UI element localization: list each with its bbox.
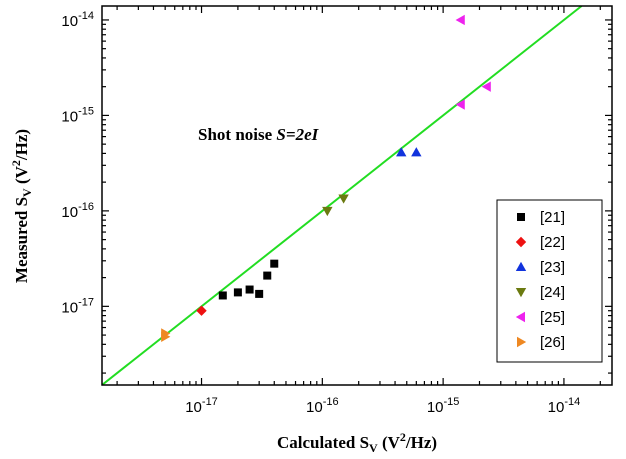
legend-label-6: [26]	[540, 334, 565, 351]
legend-marker-5	[515, 311, 525, 323]
legend-label-2: [22]	[540, 234, 565, 251]
data-point-series-3	[396, 147, 407, 157]
y-tick-label: 10-15	[61, 105, 94, 125]
x-axis-title: Calculated SV (V2/Hz)	[277, 430, 437, 455]
legend-marker-1	[517, 213, 525, 221]
data-point-series-1	[233, 288, 242, 297]
legend-label-4: [24]	[540, 284, 565, 301]
y-tick-label: 10-14	[61, 10, 94, 30]
plot-frame	[101, 5, 613, 386]
data-point-series-1	[218, 291, 227, 300]
data-point-series-3	[411, 147, 422, 157]
data-point-series-1	[263, 271, 272, 280]
legend-marker-2	[515, 236, 527, 248]
data-point-series-6	[161, 328, 171, 339]
data-point-series-1	[270, 259, 279, 268]
x-tick-label: 10-15	[427, 396, 460, 416]
y-tick-label: 10-17	[61, 296, 94, 316]
data-point-series-1	[255, 289, 264, 298]
legend-marker-6	[517, 336, 527, 348]
legend-label-1: [21]	[540, 209, 565, 226]
shot-noise-annotation: Shot noise S=2eI	[198, 125, 320, 144]
x-tick-label: 10-17	[185, 396, 218, 416]
shot-noise-formula: S=2eI	[276, 125, 319, 144]
legend-label-5: [25]	[540, 309, 565, 326]
data-point-series-4	[322, 206, 333, 217]
data-point-series-1	[245, 285, 254, 294]
data-point-series-5	[481, 81, 491, 92]
legend-box	[496, 199, 603, 363]
legend-marker-4	[515, 288, 527, 298]
data-point-series-2	[196, 305, 207, 316]
y-tick-label: 10-16	[61, 201, 94, 221]
legend-label-3: [23]	[540, 259, 565, 276]
x-tick-label: 10-16	[306, 396, 339, 416]
data-point-series-4	[338, 194, 349, 204]
data-point-series-5	[455, 99, 465, 110]
legend: [21] [22] [23] [24] [25] [26]	[515, 209, 565, 351]
legend-marker-3	[515, 261, 527, 271]
data-point-series-5	[455, 14, 465, 26]
x-tick-label: 10-14	[548, 396, 581, 416]
y-axis-title: Measured SV (V2/Hz)	[9, 129, 34, 283]
